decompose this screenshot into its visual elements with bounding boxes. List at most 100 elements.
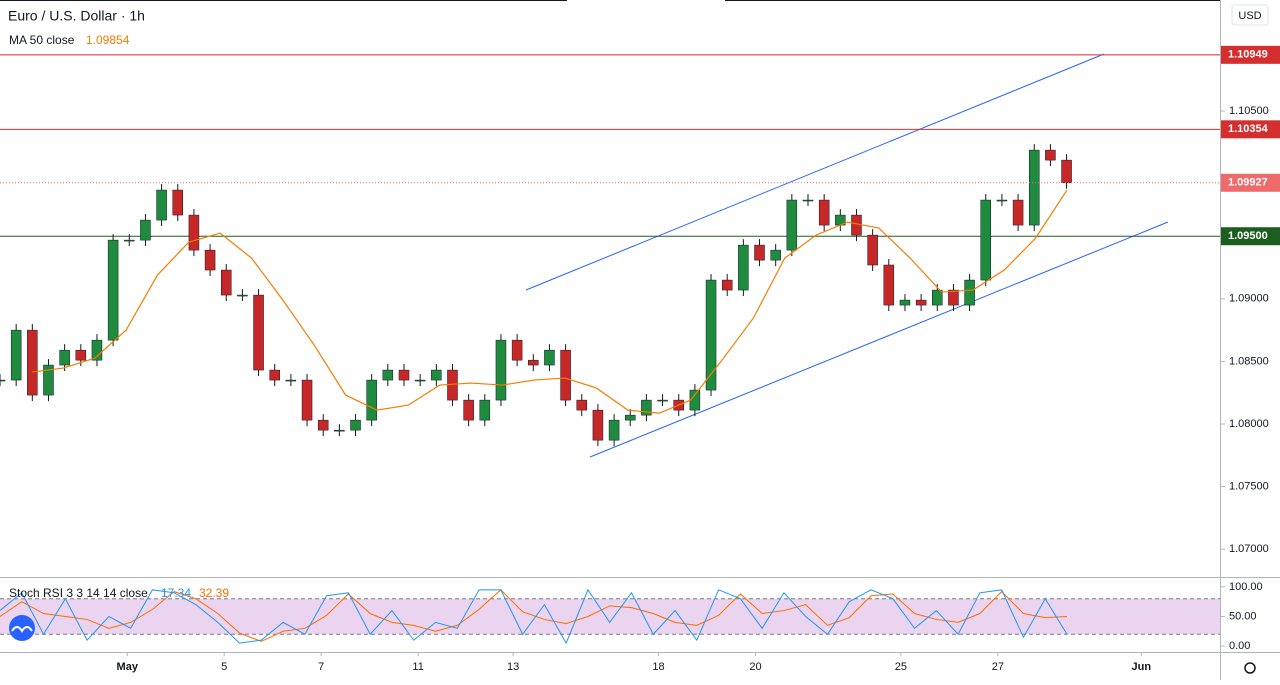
- x-tick-label: Jun: [1132, 661, 1152, 673]
- moving-average: [31, 189, 1068, 414]
- indicator-name: MA 50 close: [9, 33, 75, 47]
- candle: [705, 279, 717, 391]
- candle: [204, 249, 216, 271]
- candle: [172, 189, 184, 216]
- x-tick-label: May: [117, 661, 139, 673]
- candle: [980, 199, 992, 281]
- candle: [479, 399, 491, 421]
- x-tick-label: 11: [412, 661, 423, 673]
- candle: [883, 264, 895, 306]
- candle: [608, 419, 620, 441]
- candle: [10, 329, 22, 381]
- y-tick-label: 1.10500: [1229, 105, 1269, 117]
- price-label-box: [1221, 173, 1280, 192]
- y-tick-label: 1.09000: [1229, 293, 1269, 305]
- x-tick-label: 27: [992, 661, 1004, 673]
- x-tick-label: 7: [318, 661, 324, 673]
- candle: [802, 199, 814, 202]
- x-tick-label: 25: [895, 661, 907, 673]
- candle: [818, 199, 830, 226]
- candle: [382, 369, 394, 381]
- candle: [996, 199, 1008, 202]
- y-tick-label: 0.00: [1229, 640, 1250, 652]
- candle: [1028, 149, 1040, 226]
- stoch-d: [0, 589, 1068, 642]
- candle: [43, 364, 54, 396]
- candle: [495, 339, 507, 401]
- price-label: 1.09927: [1228, 177, 1268, 189]
- candle: [140, 219, 151, 241]
- stoch-band: [0, 598, 1220, 635]
- candle: [770, 249, 781, 261]
- price-label-box: [1221, 120, 1280, 139]
- y-tick-label: 100.00: [1229, 581, 1263, 593]
- candle: [592, 409, 604, 441]
- candle: [91, 339, 103, 361]
- candle: [624, 414, 636, 421]
- candle: [964, 279, 975, 306]
- price-label: 1.10354: [1228, 123, 1269, 135]
- candle: [59, 349, 70, 366]
- candle: [350, 419, 361, 431]
- candle: [528, 359, 539, 366]
- candle: [414, 379, 426, 382]
- indicator-value: 1.09854: [86, 33, 130, 47]
- price-label: 1.09500: [1228, 230, 1268, 242]
- y-tick-label: 50.00: [1229, 610, 1257, 622]
- logo[interactable]: [9, 615, 35, 641]
- candle: [107, 239, 119, 341]
- series-layer: [0, 54, 1225, 656]
- x-tick-label: 13: [507, 661, 519, 673]
- candle: [899, 299, 911, 306]
- candle: [721, 279, 733, 291]
- y-tick-label: 1.08500: [1229, 355, 1269, 367]
- candle: [237, 294, 248, 297]
- candle: [738, 244, 749, 291]
- candle: [560, 349, 571, 401]
- candle: [27, 329, 38, 396]
- candle: [657, 399, 668, 402]
- y-tick-label: 1.07500: [1229, 481, 1269, 493]
- candle: [786, 199, 798, 251]
- price-label-box: [1221, 227, 1280, 246]
- channel-upper: [525, 53, 1105, 291]
- stoch-k: [0, 588, 1068, 645]
- price-label: 1.10949: [1228, 49, 1268, 61]
- settings-icon[interactable]: [1244, 662, 1256, 674]
- stoch-k-value: 17.34: [161, 586, 191, 600]
- currency[interactable]: USD: [1238, 10, 1261, 22]
- x-tick-label: 18: [652, 661, 664, 673]
- candle: [431, 369, 442, 381]
- candle: [220, 269, 232, 296]
- candle: [188, 214, 200, 251]
- candle: [544, 349, 555, 366]
- candle: [156, 189, 167, 221]
- y-tick-label: 1.08000: [1229, 418, 1269, 430]
- candle: [285, 379, 297, 382]
- candle: [576, 399, 588, 411]
- candle: [75, 349, 87, 361]
- candle: [463, 399, 474, 421]
- candle: [915, 299, 927, 306]
- channel-lower: [589, 221, 1169, 458]
- candle: [317, 419, 329, 431]
- candle: [867, 234, 878, 266]
- candle: [301, 379, 313, 421]
- symbol-title: Euro / U.S. Dollar · 1h: [8, 8, 145, 24]
- candle: [334, 429, 345, 432]
- logo-mark: [11, 626, 33, 633]
- candle: [253, 294, 264, 371]
- candle: [641, 399, 652, 416]
- candle: [511, 339, 523, 361]
- stoch-name: Stoch RSI 3 3 14 14 close: [9, 586, 148, 600]
- candle: [398, 369, 410, 381]
- currency-button[interactable]: [1231, 4, 1269, 26]
- candle: [1045, 149, 1056, 161]
- stoch-d-value: 32.39: [199, 586, 229, 600]
- candle: [366, 379, 377, 421]
- x-tick-label: 5: [221, 661, 227, 673]
- y-tick-label: 1.07000: [1229, 543, 1269, 555]
- candle: [124, 239, 135, 242]
